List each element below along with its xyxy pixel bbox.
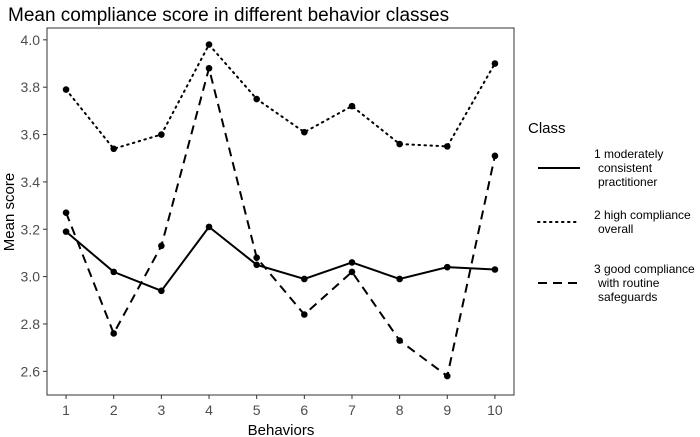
plot-panel xyxy=(46,27,515,396)
x-tick-label: 10 xyxy=(487,402,503,418)
data-point-class1 xyxy=(110,268,118,276)
x-axis-title: Behaviors xyxy=(248,422,315,437)
x-tick-label: 5 xyxy=(253,402,261,418)
x-tick-label: 7 xyxy=(348,402,356,418)
y-tick-label: 3.0 xyxy=(21,269,41,285)
data-point-class3 xyxy=(158,242,165,250)
data-point-class3 xyxy=(253,254,260,261)
data-point-class2 xyxy=(443,143,451,150)
legend-label-class1: consistent xyxy=(598,161,653,175)
legend-label-class1: practitioner xyxy=(598,175,657,189)
data-point-class3 xyxy=(443,372,451,380)
y-tick-label: 3.4 xyxy=(21,174,41,190)
data-point-class1 xyxy=(62,228,70,235)
data-point-class3 xyxy=(62,209,70,216)
x-tick-label: 8 xyxy=(396,402,404,418)
y-axis: 2.6 2.8 3.0 3.2 3.4 3.6 3.8 4.0 xyxy=(21,32,47,379)
series-layer xyxy=(62,41,499,380)
x-tick-label: 6 xyxy=(300,402,308,418)
legend-label-class1: 1 moderately xyxy=(594,147,663,161)
legend-title: Class xyxy=(528,120,566,137)
x-axis: 1 2 3 4 5 6 7 8 9 10 xyxy=(62,395,503,418)
legend-label-class3: safeguards xyxy=(598,290,657,304)
data-point-class3 xyxy=(396,337,403,344)
data-point-class3 xyxy=(348,268,356,276)
data-point-class2 xyxy=(491,60,499,67)
y-tick-label: 3.8 xyxy=(21,79,41,95)
x-tick-label: 1 xyxy=(62,402,70,418)
x-tick-label: 9 xyxy=(443,402,451,418)
x-tick-label: 2 xyxy=(110,402,118,418)
y-tick-label: 2.8 xyxy=(21,316,41,332)
x-tick-label: 4 xyxy=(205,402,213,418)
series-line-class2 xyxy=(65,42,496,150)
data-point-class1 xyxy=(158,287,165,295)
series-line-class3 xyxy=(65,64,496,378)
data-point-class3 xyxy=(301,311,308,318)
legend-label-class2: 2 high compliance xyxy=(594,208,691,222)
data-point-class2 xyxy=(253,95,260,103)
data-point-class1 xyxy=(443,263,451,271)
y-tick-label: 3.2 xyxy=(21,221,41,237)
y-tick-label: 2.6 xyxy=(21,363,41,379)
data-point-class2 xyxy=(205,41,213,48)
data-point-class2 xyxy=(158,131,165,138)
y-tick-label: 3.6 xyxy=(21,127,41,143)
data-point-class3 xyxy=(491,152,499,160)
data-point-class1 xyxy=(205,223,213,231)
data-point-class2 xyxy=(110,145,118,153)
data-point-class2 xyxy=(62,86,70,93)
y-axis-title: Mean score xyxy=(1,173,18,251)
series-line-class1 xyxy=(65,225,495,293)
data-point-class3 xyxy=(205,64,213,72)
data-point-class1 xyxy=(396,275,403,283)
chart-title: Mean compliance score in different behav… xyxy=(8,5,449,26)
data-point-class1 xyxy=(491,266,499,273)
data-point-class2 xyxy=(301,128,308,136)
data-point-class1 xyxy=(253,261,260,269)
data-point-class2 xyxy=(396,140,403,148)
x-tick-label: 3 xyxy=(157,402,165,418)
legend-label-class2: overall xyxy=(598,222,633,236)
data-point-class1 xyxy=(348,259,356,266)
legend-label-class3: 3 good compliance xyxy=(594,262,695,276)
data-point-class3 xyxy=(110,330,118,337)
legend: Class 1 moderatelyconsistentpractitioner… xyxy=(528,120,695,304)
legend-label-class3: with routine xyxy=(597,276,660,290)
y-tick-label: 4.0 xyxy=(21,32,41,48)
data-point-class2 xyxy=(348,102,356,110)
data-point-class1 xyxy=(301,275,308,283)
